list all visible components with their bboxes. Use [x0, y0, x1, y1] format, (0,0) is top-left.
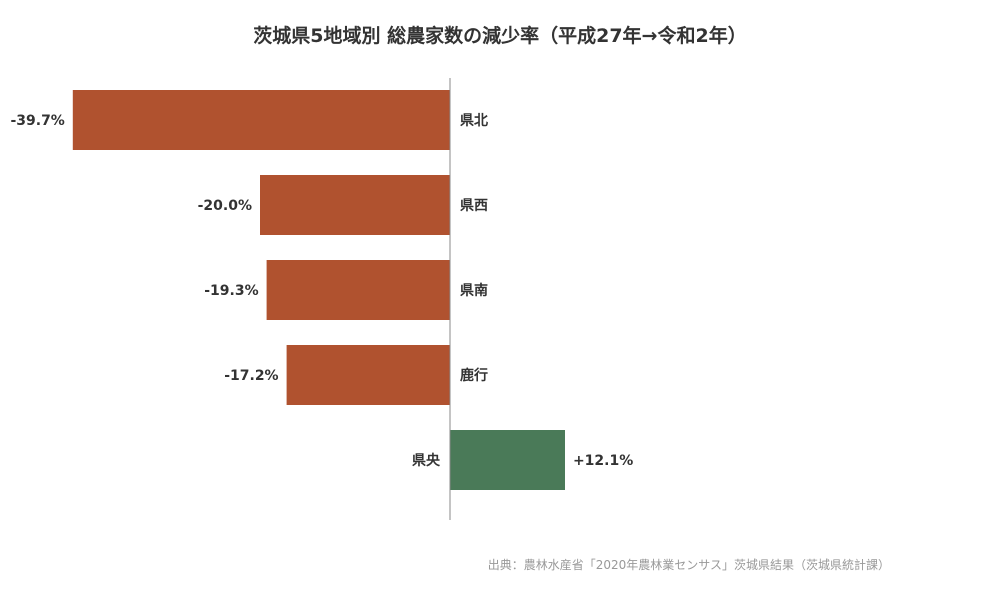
- value-label: -17.2%: [224, 368, 278, 384]
- chart-title: 茨城県5地域別 総農家数の減少率（平成27年→令和2年）: [253, 24, 746, 47]
- value-label: -19.3%: [204, 283, 258, 299]
- bar-3: [266, 260, 450, 320]
- labels-group: 県北 -39.7% 県西 -20.0% 県南 -19.3% 鹿行 -17.2% 県央 +12.1%: [10, 113, 633, 469]
- bar-5: [450, 430, 565, 490]
- category-label: 県西: [460, 198, 488, 214]
- category-label: 県北: [460, 113, 488, 129]
- bar-4: [286, 345, 450, 405]
- bar-2: [260, 175, 450, 235]
- category-label: 鹿行: [459, 367, 488, 384]
- value-label: +12.1%: [573, 453, 633, 469]
- value-label: -20.0%: [198, 198, 252, 214]
- category-label: 県央: [412, 452, 441, 469]
- category-label: 県南: [460, 282, 488, 299]
- bars-group: [72, 90, 565, 490]
- source-note: 出典：農林水産省「2020年農林業センサス」茨城県結果（茨城県統計課）: [488, 557, 890, 572]
- bar-1: [72, 90, 451, 150]
- value-label: -39.7%: [10, 113, 64, 129]
